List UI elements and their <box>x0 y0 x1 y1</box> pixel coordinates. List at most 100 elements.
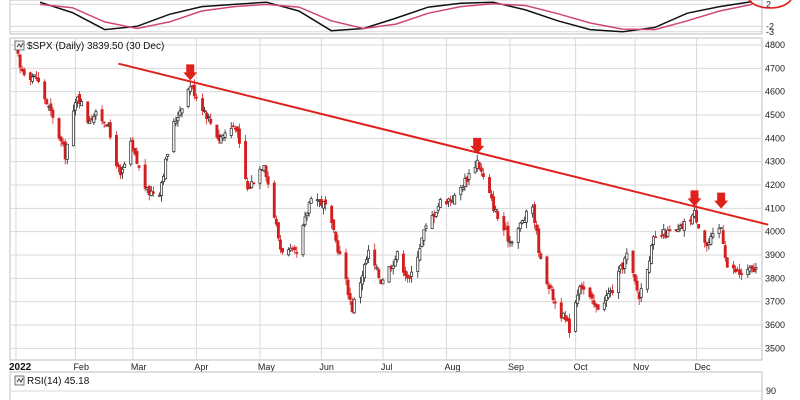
candle-body <box>568 318 571 334</box>
candle-body <box>334 231 338 241</box>
price-panel: 3500 3600 3700 3800 3900 4000 4100 4200 4300 4400… <box>9 37 785 373</box>
candle-body <box>301 225 305 256</box>
candle-body <box>395 251 399 261</box>
candle-body <box>37 77 40 82</box>
candle-body <box>381 279 385 285</box>
month-tick-label: Feb <box>73 362 89 372</box>
candle-body <box>164 158 168 180</box>
candle-body <box>445 201 448 205</box>
candle-body <box>602 302 606 310</box>
candle-body <box>408 276 412 279</box>
candle-body <box>367 249 371 259</box>
candle-body <box>494 209 498 212</box>
candle-body <box>623 257 627 269</box>
candle-body <box>750 265 754 269</box>
candle-body <box>201 98 204 111</box>
candle-body <box>363 264 366 279</box>
candle-body <box>352 299 356 314</box>
rsi-tick-90: 90 <box>766 386 776 396</box>
candle-body <box>32 74 36 77</box>
candle-body <box>94 111 98 116</box>
candle-body <box>545 256 549 285</box>
price-grid <box>10 38 762 360</box>
price-panel-frame <box>9 37 763 361</box>
candle-body <box>324 199 327 205</box>
candle-body <box>207 116 211 118</box>
candle-body <box>71 110 75 147</box>
candle-body <box>295 252 299 254</box>
candle-body <box>100 109 104 122</box>
candle-body <box>606 293 610 298</box>
candle-body <box>344 252 348 280</box>
price-tick-label: 3900 <box>765 250 785 260</box>
candle-body <box>492 196 496 211</box>
candle-body <box>574 302 578 332</box>
price-tick-label: 3700 <box>765 297 785 307</box>
candle-body <box>22 69 26 76</box>
candle-body <box>338 251 342 254</box>
candle-body <box>676 229 680 232</box>
candle-body <box>322 201 325 209</box>
header-toggle-mark <box>16 42 24 48</box>
candle-body <box>578 286 582 295</box>
month-tick-label: Jun <box>319 362 334 372</box>
candle-body <box>596 304 600 310</box>
candle-body <box>502 216 506 231</box>
candle-body <box>391 265 395 269</box>
candle-body <box>246 180 250 190</box>
candle-body <box>717 227 721 234</box>
candle-body <box>697 224 701 229</box>
candle-body <box>205 112 209 120</box>
candle-body <box>418 248 422 261</box>
resistance-trendline <box>118 62 769 226</box>
candle-body <box>266 176 270 185</box>
candle-body <box>682 221 686 231</box>
month-tick-label: May <box>258 362 276 372</box>
candle-body <box>348 293 352 300</box>
oscillator-tick-label: 2 <box>766 0 771 9</box>
candle-body <box>293 247 297 251</box>
candle-body <box>709 236 713 245</box>
candle-body <box>258 168 262 184</box>
rsi-panel-frame <box>9 371 763 400</box>
candle-body <box>488 177 491 194</box>
candle-body <box>588 287 592 297</box>
candle-body <box>229 128 233 136</box>
candle-body <box>360 275 364 285</box>
candle-body <box>406 274 409 279</box>
month-tick-label: Apr <box>194 362 208 372</box>
candle-body <box>490 193 494 199</box>
candle-body <box>582 286 586 290</box>
candle-body <box>307 202 311 214</box>
candle-body <box>647 260 651 273</box>
price-tick-label: 4100 <box>765 203 785 213</box>
candle-body <box>633 274 637 282</box>
candle-body <box>723 245 727 258</box>
candle-body <box>186 88 190 107</box>
candle-body <box>252 182 256 185</box>
candle-body <box>563 315 567 321</box>
candle-body <box>108 122 112 138</box>
candle-body <box>223 132 227 138</box>
candle-body <box>129 141 133 165</box>
candle-body <box>650 244 653 264</box>
candle-body <box>375 266 379 269</box>
candle-body <box>303 216 307 226</box>
candle-body <box>748 267 752 272</box>
candle-body <box>467 172 471 180</box>
candle-body <box>80 101 84 107</box>
candle-body <box>51 109 55 118</box>
candle-body <box>272 182 276 218</box>
price-tick-label: 4000 <box>765 227 785 237</box>
candle-body <box>473 166 477 173</box>
candle-body <box>43 81 47 100</box>
resistance-trendline-group <box>118 62 769 226</box>
price-tick-label: 4400 <box>765 133 785 143</box>
candle-body <box>461 187 465 190</box>
candle-body <box>305 212 309 217</box>
candle-body <box>430 215 434 229</box>
candle-body <box>449 199 453 202</box>
candle-body <box>172 121 176 152</box>
candle-body <box>102 121 106 124</box>
candle-body <box>434 211 438 217</box>
